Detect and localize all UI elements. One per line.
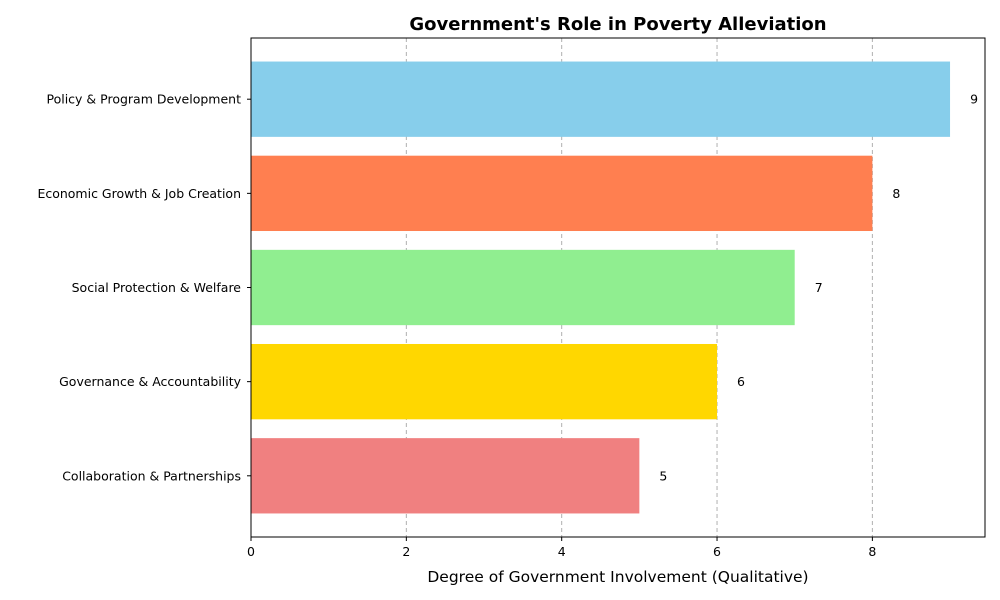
bar-4 xyxy=(251,343,718,420)
plot-frame xyxy=(250,37,986,538)
value-label-1: 9 xyxy=(970,92,978,107)
bar-3 xyxy=(251,249,795,326)
bar-5 xyxy=(251,438,640,514)
value-label-3: 7 xyxy=(815,280,823,295)
bar-2 xyxy=(251,155,873,232)
bar-1 xyxy=(251,61,951,137)
category-label-5: Collaboration & Partnerships xyxy=(62,468,241,483)
x-axis-label: Degree of Government Involvement (Qualit… xyxy=(427,568,808,586)
category-label-2: Economic Growth & Job Creation xyxy=(37,186,241,201)
x-tick-label-4: 4 xyxy=(558,544,566,559)
category-label-3: Social Protection & Welfare xyxy=(72,280,242,295)
value-label-2: 8 xyxy=(892,186,900,201)
value-label-4: 6 xyxy=(737,374,745,389)
labels: Policy & Program Development 9 Economic Gr… xyxy=(37,92,978,559)
bars xyxy=(251,61,951,514)
x-tick-label-6: 6 xyxy=(713,544,721,559)
x-tick-label-0: 0 xyxy=(247,544,255,559)
category-label-1: Policy & Program Development xyxy=(46,92,241,107)
x-tick-label-2: 2 xyxy=(402,544,410,559)
chart-title: Government's Role in Poverty Alleviation xyxy=(409,14,826,35)
axes xyxy=(247,37,986,541)
category-label-4: Governance & Accountability xyxy=(59,374,241,389)
value-label-5: 5 xyxy=(659,468,667,483)
x-tick-label-8: 8 xyxy=(868,544,876,559)
